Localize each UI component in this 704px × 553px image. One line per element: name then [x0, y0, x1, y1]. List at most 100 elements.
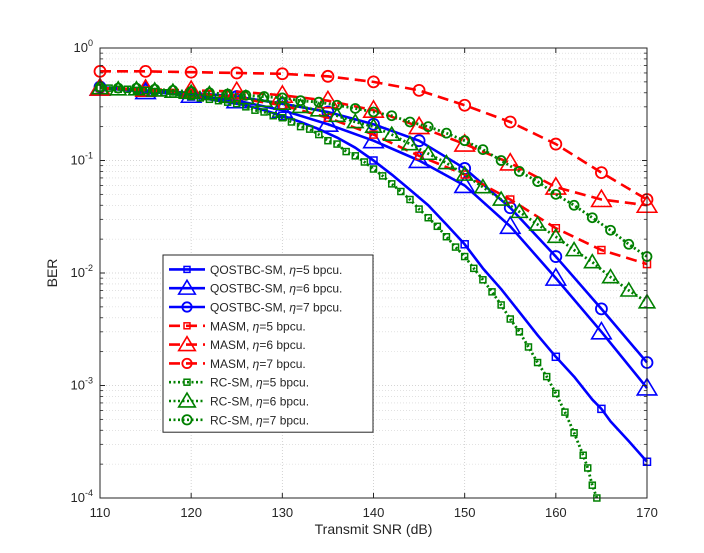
x-tick-label: 160 [545, 505, 567, 520]
x-tick-label: 110 [90, 505, 111, 520]
data-point [451, 243, 460, 251]
legend-marker [177, 391, 197, 408]
data-point [305, 125, 314, 133]
data-point [551, 352, 561, 362]
x-tick-label: 150 [454, 505, 476, 520]
x-tick-label: 130 [271, 505, 293, 520]
data-point [321, 69, 335, 83]
data-point [295, 95, 306, 107]
data-point [503, 115, 517, 129]
data-point [495, 155, 507, 166]
data-point [583, 464, 592, 472]
data-point [552, 389, 560, 398]
legend-marker [183, 265, 191, 274]
data-point [549, 137, 563, 151]
data-point [595, 166, 608, 180]
data-point [458, 98, 472, 112]
data-point [139, 64, 152, 78]
legend-label: RC-SM, η=6 bpcu. [210, 395, 309, 409]
legend-label: RC-SM, η=5 bpcu. [210, 376, 309, 390]
legend-label: QOSTBC-SM, η=7 bpcu. [210, 301, 342, 315]
data-point [515, 328, 524, 336]
data-point [149, 83, 161, 95]
data-point [561, 408, 569, 416]
data-point [506, 315, 514, 323]
data-point [583, 253, 602, 269]
data-point [364, 117, 383, 134]
data-point [368, 106, 379, 118]
data-point [479, 276, 487, 284]
data-point [269, 111, 277, 120]
data-point [473, 178, 493, 194]
legend-marker [177, 278, 197, 295]
data-point [296, 122, 305, 131]
data-point [309, 101, 329, 117]
data-point [203, 87, 215, 99]
data-point [369, 165, 378, 173]
y-tick-label: 10-2 [71, 263, 93, 280]
data-point [378, 172, 387, 180]
data-point [291, 97, 310, 114]
data-point [550, 188, 562, 200]
data-point [544, 176, 568, 195]
data-point [287, 118, 296, 126]
data-point [406, 195, 414, 204]
data-point [412, 83, 426, 97]
data-point [442, 233, 451, 241]
series-9 [94, 81, 653, 262]
data-point [251, 106, 259, 114]
data-point [362, 129, 385, 149]
series-layer [88, 64, 659, 502]
series-line [100, 70, 648, 201]
data-point [544, 267, 568, 286]
legend-label: MASM, η=5 bpcu. [210, 319, 306, 333]
legend-label: QOSTBC-SM, η=6 bpcu. [210, 282, 342, 296]
data-point [497, 301, 505, 309]
data-point [112, 82, 124, 94]
data-point [441, 127, 452, 139]
data-point [499, 215, 522, 235]
data-point [382, 125, 401, 141]
data-point [327, 106, 347, 123]
data-point [260, 108, 268, 116]
data-point [400, 135, 420, 151]
data-point [275, 67, 289, 81]
data-point [342, 147, 350, 156]
data-point [586, 212, 598, 224]
y-tick-label: 10-4 [71, 488, 93, 505]
y-axis-label: BER [44, 259, 60, 288]
x-tick-label: 120 [180, 505, 202, 520]
data-point [595, 302, 608, 316]
data-point [331, 99, 343, 111]
data-point [324, 136, 332, 145]
data-point [532, 176, 543, 187]
y-tick-label: 10-3 [71, 376, 93, 393]
data-point [549, 250, 563, 263]
legend-label: MASM, η=7 bpcu. [210, 357, 306, 371]
data-point [477, 144, 489, 155]
data-point [601, 268, 620, 284]
data-point [597, 404, 606, 414]
data-point [369, 130, 378, 139]
data-point [387, 180, 396, 188]
data-point [412, 134, 426, 148]
data-point [437, 154, 456, 170]
data-point [568, 199, 580, 211]
data-point [542, 372, 551, 381]
legend-marker [183, 378, 191, 386]
legend-label: RC-SM, η=7 bpcu. [210, 413, 309, 427]
data-point [433, 222, 442, 231]
data-point [424, 213, 432, 222]
data-point [453, 174, 476, 194]
data-point [360, 158, 369, 166]
data-point [273, 94, 292, 111]
data-point [551, 223, 561, 233]
data-point [459, 135, 471, 147]
data-point [167, 84, 179, 96]
data-point [185, 86, 197, 97]
data-point [491, 190, 511, 206]
y-tick-label: 100 [74, 38, 93, 55]
data-point [590, 320, 613, 340]
data-point [404, 116, 416, 128]
